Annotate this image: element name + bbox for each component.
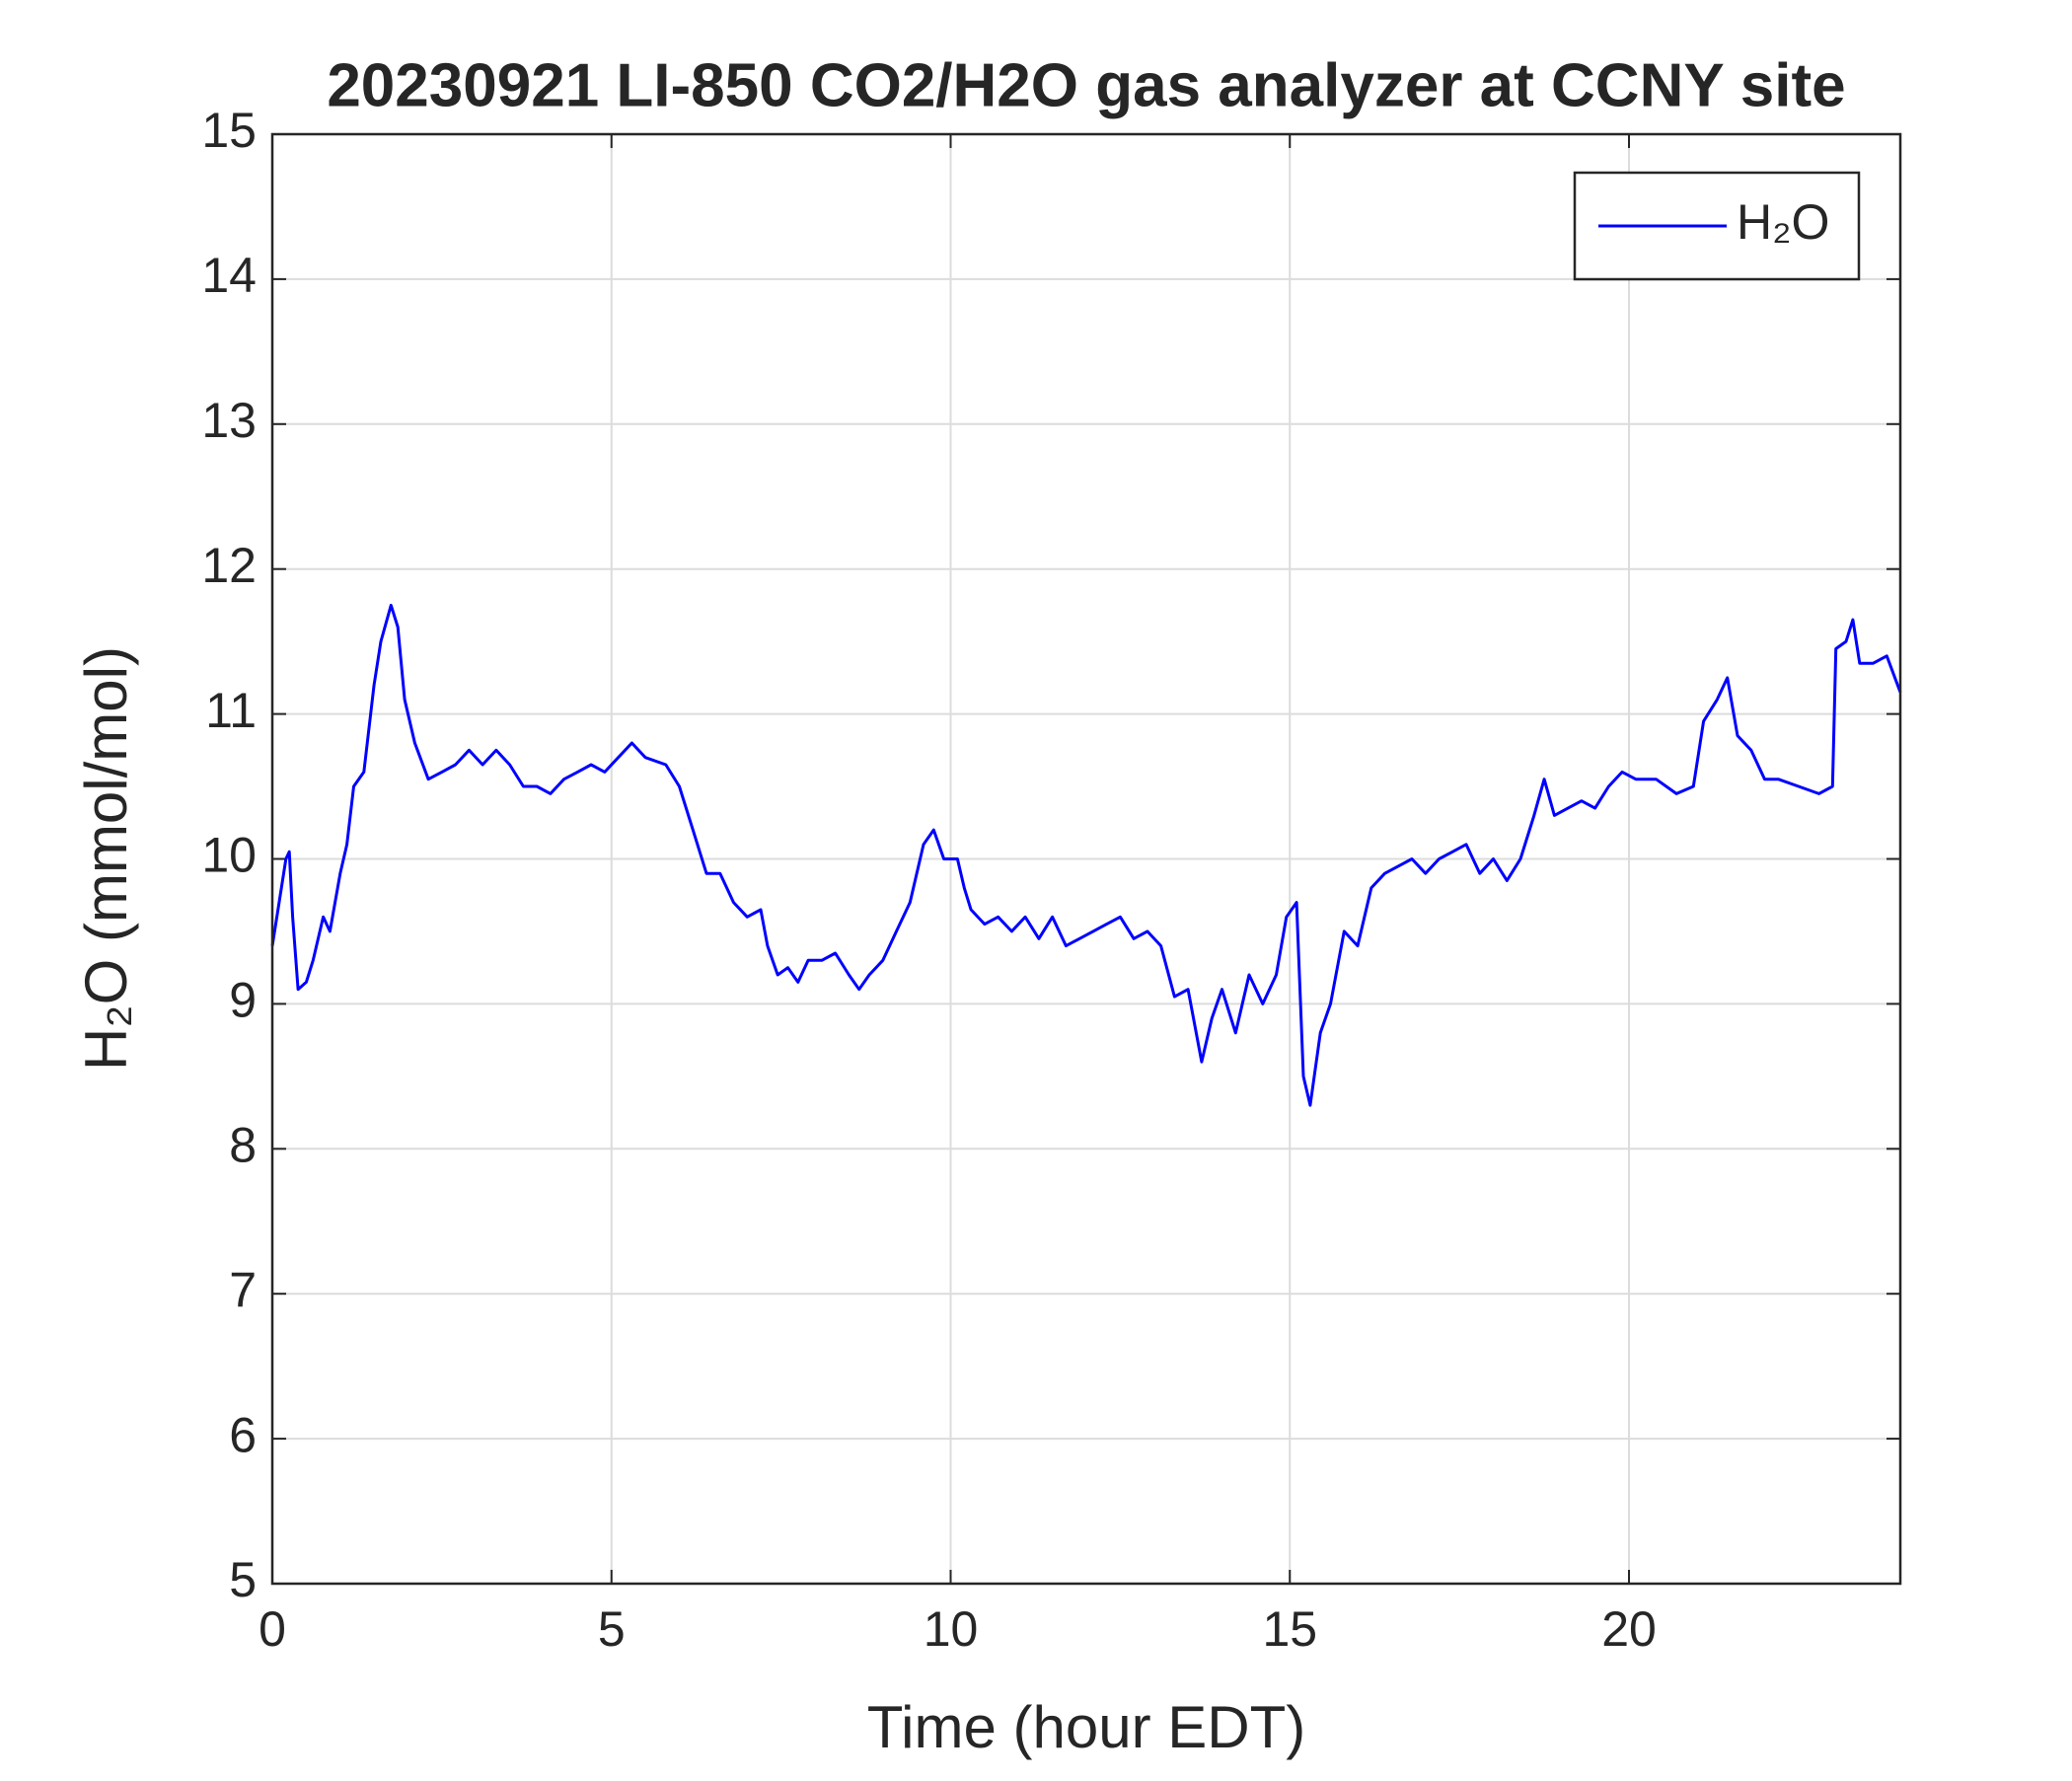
y-tick-label: 8 <box>229 1118 257 1173</box>
y-tick-label: 10 <box>201 828 257 883</box>
x-axis-label: Time (hour EDT) <box>867 1694 1306 1760</box>
y-tick-label: 15 <box>201 103 257 158</box>
x-tick-label: 5 <box>598 1601 626 1657</box>
y-tick-label: 13 <box>201 393 257 448</box>
y-tick-label: 14 <box>201 248 257 303</box>
y-tick-label: 6 <box>229 1407 257 1462</box>
y-axis-label: H₂O (mmol/mol) <box>73 646 139 1071</box>
y-tick-label: 7 <box>229 1262 257 1317</box>
x-tick-label: 10 <box>924 1601 979 1657</box>
data-line <box>270 603 1902 1107</box>
legend: H₂O <box>1573 171 1861 281</box>
y-tick-label: 12 <box>201 538 257 593</box>
chart-title: 20230921 LI-850 CO2/H2O gas analyzer at … <box>327 51 1845 119</box>
y-tick-label: 5 <box>229 1552 257 1607</box>
y-tick-label: 9 <box>229 973 257 1028</box>
axes-box <box>270 132 1902 1586</box>
x-tick-label: 20 <box>1601 1601 1657 1657</box>
y-tick-label: 11 <box>205 683 257 738</box>
x-tick-label: 0 <box>259 1601 286 1657</box>
legend-label: H₂O <box>1737 194 1829 250</box>
x-tick-label: 15 <box>1262 1601 1317 1657</box>
